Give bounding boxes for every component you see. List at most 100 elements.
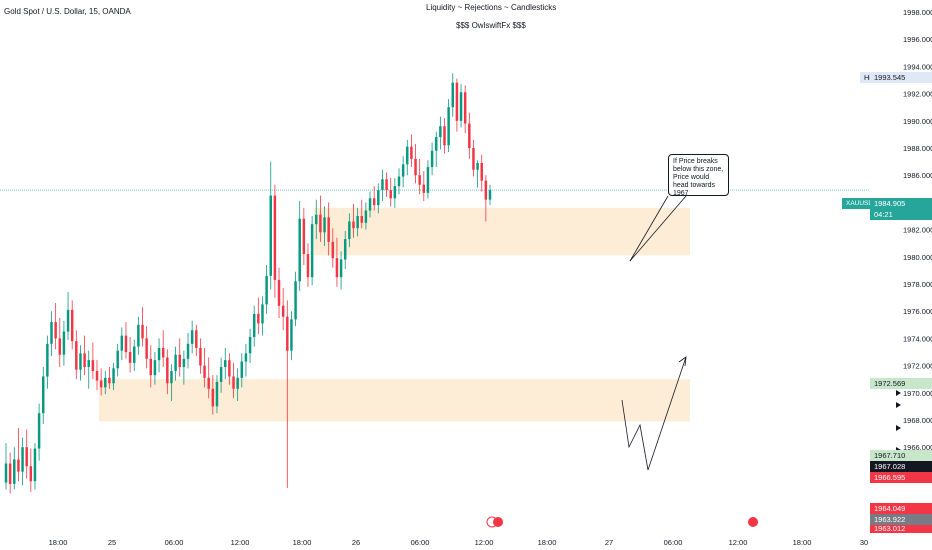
- candle-body: [372, 198, 376, 206]
- candle-body: [149, 358, 153, 376]
- x-tick-label: 27: [605, 538, 613, 547]
- candle-body: [190, 330, 194, 344]
- drawing-layer: [621, 195, 687, 471]
- candle-body: [410, 146, 413, 159]
- candle-body: [91, 360, 95, 372]
- supply-demand-zone[interactable]: [99, 379, 690, 422]
- candle-body: [430, 150, 434, 168]
- candle-body: [62, 331, 66, 355]
- symbol-label-tag: XAUUSD: [842, 198, 873, 209]
- x-tick-label: 18:00: [538, 538, 557, 547]
- candle-body: [306, 254, 310, 278]
- candle-body: [244, 353, 248, 362]
- candle-body: [13, 459, 16, 484]
- x-tick-label: 30: [860, 538, 868, 547]
- candle-body: [418, 175, 421, 185]
- candle-body: [211, 388, 215, 407]
- candle-body: [315, 214, 318, 225]
- candle-body: [476, 162, 479, 170]
- candle-body: [459, 92, 463, 121]
- candle-body: [426, 167, 430, 193]
- candle-body: [335, 258, 339, 278]
- level-c-tag: 1966.595: [870, 472, 932, 483]
- supply-demand-zone[interactable]: [314, 207, 690, 256]
- idea-title: Liquidity ~ Rejections ~ Candlesticks: [426, 3, 557, 12]
- last-price-tag: 1984.905: [870, 198, 932, 209]
- candle-body: [447, 107, 450, 146]
- x-tick-label: 18:00: [293, 538, 312, 547]
- annotation-callout[interactable]: If Price breaks below this zone, Price w…: [668, 154, 729, 197]
- level-d-tag: 1964.049: [870, 503, 932, 514]
- candle-body: [488, 190, 492, 200]
- candle-body: [87, 360, 90, 367]
- candle-body: [381, 179, 384, 191]
- dividend-icon[interactable]: [486, 516, 503, 528]
- candle-body: [70, 309, 74, 342]
- y-tick-label: 1998.000: [903, 8, 932, 17]
- y-tick-label: 1992.000: [903, 90, 932, 99]
- candle-body: [414, 158, 417, 176]
- candle-body: [451, 82, 455, 108]
- candle-body: [215, 381, 219, 407]
- candle-body: [186, 343, 190, 359]
- candle-body: [393, 186, 397, 199]
- y-tick-label: 1986.000: [903, 171, 932, 180]
- candle-body: [236, 377, 239, 389]
- candle-body: [66, 309, 70, 332]
- y-tick-label: 1978.000: [903, 280, 932, 289]
- x-tick-label: 18:00: [793, 538, 812, 547]
- zone-layer: [99, 207, 690, 422]
- candle-body: [252, 313, 256, 338]
- candle-body: [116, 350, 119, 369]
- y-tick-label: 1988.000: [903, 144, 932, 153]
- candle-body: [112, 368, 115, 384]
- y-tick-label: 1970.000: [903, 389, 932, 398]
- candle-body: [269, 195, 272, 276]
- candle-body: [8, 463, 12, 484]
- candle-body: [397, 176, 401, 187]
- candle-body: [161, 347, 165, 358]
- candle-body: [33, 448, 37, 482]
- candle-body: [319, 214, 322, 233]
- x-tick-label: 26: [352, 538, 360, 547]
- level-e-tag: 1963.922: [870, 514, 932, 525]
- candle-body: [132, 346, 136, 363]
- earnings-icon[interactable]: [748, 517, 758, 527]
- candle-body: [128, 352, 132, 363]
- candle-body: [75, 341, 78, 370]
- annotation-text: If Price breaks below this zone, Price w…: [673, 158, 724, 197]
- candle-body: [219, 366, 223, 382]
- candle-body: [290, 319, 293, 351]
- candle-body: [472, 148, 475, 170]
- candle-body: [468, 123, 471, 148]
- candle-body: [339, 259, 343, 278]
- candle-body: [182, 358, 186, 367]
- candle-body: [439, 126, 442, 138]
- candle-body: [141, 324, 144, 339]
- x-tick-label: 18:00: [49, 538, 68, 547]
- y-tick-label: 1976.000: [903, 307, 932, 316]
- candle-body: [261, 304, 264, 324]
- candle-body: [443, 126, 446, 146]
- candle-body: [240, 361, 244, 378]
- candle-body: [46, 343, 49, 377]
- candle-body: [406, 146, 409, 165]
- candle-body: [248, 337, 252, 354]
- candle-body: [50, 322, 53, 344]
- candle-body: [17, 459, 20, 472]
- symbol-title: Gold Spot / U.S. Dollar, 15, OANDA: [4, 7, 131, 16]
- candle-body: [95, 371, 99, 381]
- projection-arrowhead: [678, 356, 687, 367]
- candle-body: [298, 218, 301, 282]
- callout-pointer-line-2: [629, 195, 687, 262]
- scale-marker: [896, 390, 901, 396]
- candle-body: [199, 347, 202, 366]
- candle-body: [343, 239, 347, 260]
- candle-body: [137, 324, 140, 347]
- candle-body: [83, 353, 86, 367]
- candle-body: [484, 180, 488, 200]
- level-green-tag: 1972.569: [870, 378, 932, 389]
- y-tick-label: 1980.000: [903, 253, 932, 262]
- y-tick-label: 1994.000: [903, 62, 932, 71]
